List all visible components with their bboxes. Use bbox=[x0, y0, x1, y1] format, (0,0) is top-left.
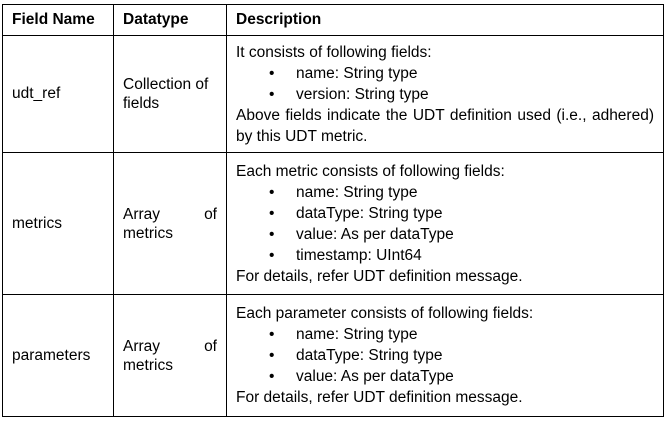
bullet-icon: • bbox=[269, 326, 275, 343]
bullet-text: name: String type bbox=[296, 64, 418, 82]
description-outro: Above fields indicate the UDT definition… bbox=[236, 106, 654, 145]
list-item: • timestamp: UInt64 bbox=[236, 245, 654, 266]
bullet-text: value: As per dataType bbox=[296, 225, 454, 243]
list-item: • name: String type bbox=[236, 324, 654, 345]
datatype-line: Array of bbox=[123, 337, 217, 356]
bullet-text: version: String type bbox=[296, 85, 429, 103]
bullet-icon: • bbox=[269, 64, 275, 82]
field-name-cell: metrics bbox=[2, 152, 114, 295]
description-intro: It consists of following fields: bbox=[236, 43, 432, 61]
list-item: • version: String type bbox=[236, 84, 654, 105]
bullet-icon: • bbox=[269, 183, 275, 201]
list-item: • name: String type bbox=[236, 182, 654, 203]
bullet-icon: • bbox=[269, 246, 275, 264]
description-outro: For details, refer UDT definition messag… bbox=[236, 267, 523, 285]
bullet-icon: • bbox=[269, 225, 275, 243]
bullet-icon: • bbox=[269, 347, 275, 364]
datatype-cell: Array of metrics bbox=[113, 294, 227, 417]
fields-table-container: Field Name Datatype Description udt_ref … bbox=[2, 4, 664, 417]
bullet-text: name: String type bbox=[296, 183, 418, 201]
header-datatype: Datatype bbox=[113, 4, 227, 36]
datatype-text: of bbox=[204, 337, 217, 355]
datatype-text: Collection of bbox=[123, 76, 209, 93]
description-cell: Each metric consists of following fields… bbox=[226, 152, 664, 295]
header-field-name: Field Name bbox=[2, 4, 114, 36]
list-item: • name: String type bbox=[236, 63, 654, 84]
field-bullet-list: • name: String type • dataType: String typ… bbox=[236, 182, 654, 266]
datatype-text: Array bbox=[123, 337, 161, 355]
field-name-cell: udt_ref bbox=[2, 35, 114, 153]
description-cell: Each parameter consists of following fie… bbox=[226, 294, 664, 417]
description-intro: Each parameter consists of following fie… bbox=[236, 305, 534, 322]
table-row: udt_ref Collection of fields It consists… bbox=[2, 35, 664, 153]
list-item: • dataType: String type bbox=[236, 203, 654, 224]
field-bullet-list: • name: String type • dataType: String typ… bbox=[236, 324, 654, 387]
description-intro: Each metric consists of following fields… bbox=[236, 162, 505, 180]
datatype-line: Collection of bbox=[123, 75, 217, 94]
datatype-text: of bbox=[204, 205, 217, 223]
datatype-cell: Array of metrics bbox=[113, 152, 227, 295]
list-item: • value: As per dataType bbox=[236, 366, 654, 387]
bullet-icon: • bbox=[269, 368, 275, 385]
table-row: parameters Array of metrics Each paramet… bbox=[2, 294, 664, 417]
field-bullet-list: • name: String type • version: String type bbox=[236, 63, 654, 105]
bullet-text: name: String type bbox=[296, 326, 418, 343]
bullet-text: timestamp: UInt64 bbox=[296, 246, 422, 264]
header-description: Description bbox=[226, 4, 664, 36]
fields-table: Field Name Datatype Description udt_ref … bbox=[2, 4, 664, 417]
description-outro: For details, refer UDT definition messag… bbox=[236, 389, 523, 406]
bullet-icon: • bbox=[269, 204, 275, 222]
header-row: Field Name Datatype Description bbox=[2, 4, 664, 36]
bullet-icon: • bbox=[269, 85, 275, 103]
list-item: • value: As per dataType bbox=[236, 224, 654, 245]
datatype-text: metrics bbox=[123, 224, 173, 242]
field-name-cell: parameters bbox=[2, 294, 114, 417]
datatype-text: Array bbox=[123, 205, 161, 223]
bullet-text: dataType: String type bbox=[296, 347, 443, 364]
bullet-text: value: As per dataType bbox=[296, 368, 454, 385]
description-cell: It consists of following fields: • name: … bbox=[226, 35, 664, 153]
list-item: • dataType: String type bbox=[236, 345, 654, 366]
datatype-cell: Collection of fields bbox=[113, 35, 227, 153]
datatype-text: metrics bbox=[123, 356, 173, 374]
table-row: metrics Array of metrics Each metric con… bbox=[2, 152, 664, 295]
datatype-line: Array of bbox=[123, 205, 217, 224]
datatype-text: fields bbox=[123, 95, 160, 112]
bullet-text: dataType: String type bbox=[296, 204, 443, 222]
